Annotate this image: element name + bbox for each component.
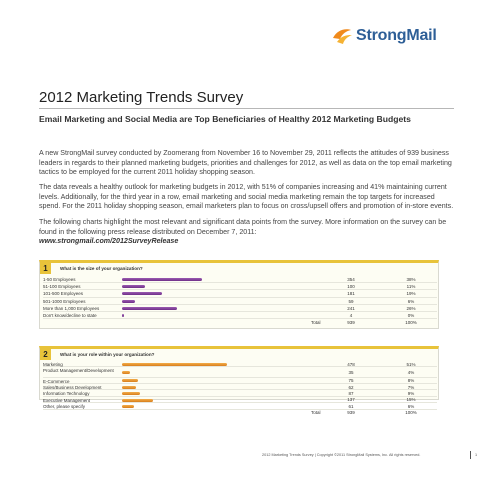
response-count: 354 bbox=[347, 277, 355, 282]
question-text: What is the size of your organization? bbox=[60, 266, 143, 271]
total-label: Total bbox=[311, 320, 321, 326]
response-count: 137 bbox=[347, 397, 355, 403]
row-label: More than 1,000 Employees bbox=[43, 305, 100, 311]
response-count: 4 bbox=[349, 313, 353, 318]
row-label: Information Technology bbox=[43, 391, 90, 397]
charts-paragraph: The following charts highlight the most … bbox=[39, 218, 447, 236]
survey-row: 51-100 Employees 100 11% bbox=[43, 283, 437, 291]
row-label: 1-50 Employees bbox=[43, 277, 76, 282]
response-percent: 7% bbox=[407, 384, 415, 390]
response-count: 181 bbox=[347, 291, 355, 297]
response-count: 62 bbox=[348, 384, 354, 390]
row-label: Marketing bbox=[43, 362, 63, 367]
response-bar bbox=[122, 285, 146, 289]
response-percent: 9% bbox=[407, 391, 415, 397]
row-label: Don't know/decline to state bbox=[43, 313, 97, 318]
response-bar bbox=[122, 299, 135, 303]
response-bar bbox=[122, 392, 141, 396]
survey-row: Marketing 478 51% bbox=[43, 361, 437, 368]
response-bar bbox=[122, 314, 124, 318]
question-number: 1 bbox=[40, 263, 51, 274]
survey-question-1: 1 What is the size of your organization?… bbox=[39, 260, 439, 329]
response-percent: 4% bbox=[407, 369, 415, 375]
strongmail-logo-icon bbox=[333, 29, 352, 44]
response-bar bbox=[122, 306, 177, 310]
total-label: Total bbox=[311, 410, 321, 416]
response-count: 35 bbox=[348, 369, 354, 375]
response-percent: 19% bbox=[406, 291, 416, 297]
page-subtitle: Email Marketing and Social Media are Top… bbox=[39, 114, 411, 124]
response-count: 75 bbox=[348, 378, 354, 384]
row-label: 51-100 Employees bbox=[43, 284, 81, 290]
response-count: 478 bbox=[347, 361, 355, 367]
survey-total-row: Total 939 100% bbox=[43, 319, 437, 326]
response-percent: 38% bbox=[406, 277, 416, 282]
footer-text: 2012 Marketing Trends Survey | Copyright… bbox=[262, 453, 421, 457]
survey-row: Sales/Business Development 62 7% bbox=[43, 384, 437, 391]
survey-row: 501-1000 Employees 59 6% bbox=[43, 298, 437, 305]
row-label: Sales/Business Development bbox=[43, 385, 102, 391]
intro-paragraph: A new StrongMail survey conducted by Zoo… bbox=[39, 149, 452, 177]
response-percent: 6% bbox=[407, 403, 415, 409]
survey-row: E-Commerce 75 8% bbox=[43, 378, 437, 385]
question-header: 2 What is your role within your organiza… bbox=[40, 349, 154, 360]
question-text: What is your role within your organizati… bbox=[60, 352, 155, 357]
row-label: 101-500 Employees bbox=[43, 291, 84, 297]
title-divider bbox=[39, 108, 454, 109]
response-percent: 26% bbox=[406, 305, 416, 311]
survey-row: Other, please specify 61 6% bbox=[43, 403, 437, 410]
logo-text: StrongMail bbox=[356, 27, 437, 44]
row-label: Product Management/Development bbox=[43, 368, 114, 374]
survey-row: 101-500 Employees 181 19% bbox=[43, 290, 437, 298]
response-bar bbox=[122, 404, 135, 408]
row-label: Executive Management bbox=[43, 397, 91, 403]
response-bar bbox=[122, 278, 202, 282]
total-percent: 100% bbox=[405, 320, 417, 326]
response-count: 61 bbox=[348, 403, 354, 409]
response-bar bbox=[122, 371, 131, 374]
total-percent: 100% bbox=[405, 410, 417, 416]
survey-row: Executive Management 137 15% bbox=[43, 397, 437, 404]
response-percent: 15% bbox=[406, 397, 416, 403]
response-percent: 8% bbox=[407, 378, 415, 384]
question-number: 2 bbox=[40, 349, 51, 360]
response-bar bbox=[122, 292, 162, 296]
response-percent: 51% bbox=[406, 361, 416, 367]
outlook-paragraph: The data reveals a healthy outlook for m… bbox=[39, 183, 454, 211]
response-count: 87 bbox=[348, 391, 354, 397]
response-percent: 0% bbox=[407, 313, 415, 318]
page-number: 1 bbox=[475, 453, 478, 457]
total-count: 939 bbox=[347, 410, 355, 416]
total-count: 939 bbox=[347, 320, 355, 326]
strongmail-logo: StrongMail bbox=[331, 27, 437, 45]
response-bar bbox=[122, 362, 227, 366]
response-percent: 6% bbox=[407, 298, 415, 304]
survey-row: Information Technology 87 9% bbox=[43, 390, 437, 397]
response-count: 59 bbox=[348, 298, 354, 304]
row-label: E-Commerce bbox=[43, 378, 70, 384]
survey-row: More than 1,000 Employees 241 26% bbox=[43, 305, 437, 312]
response-count: 241 bbox=[347, 305, 355, 311]
response-percent: 11% bbox=[406, 284, 416, 290]
survey-release-link[interactable]: www.strongmail.com/2012SurveyRelease bbox=[39, 237, 179, 245]
survey-question-2: 2 What is your role within your organiza… bbox=[39, 346, 439, 415]
response-bar bbox=[122, 385, 137, 389]
survey-row: 1-50 Employees 354 38% bbox=[43, 276, 437, 284]
survey-total-row: Total 939 100% bbox=[43, 410, 437, 416]
question-header: 1 What is the size of your organization? bbox=[40, 263, 143, 274]
survey-row: Product Management/Development 35 4% bbox=[43, 367, 437, 378]
page-title: 2012 Marketing Trends Survey bbox=[39, 89, 244, 106]
row-label: 501-1000 Employees bbox=[43, 298, 86, 304]
response-count: 100 bbox=[347, 284, 355, 290]
row-label: Other, please specify bbox=[43, 404, 86, 410]
footer-divider bbox=[470, 451, 471, 459]
survey-row: Don't know/decline to state 4 0% bbox=[43, 312, 437, 320]
response-bar bbox=[122, 379, 139, 383]
response-bar bbox=[122, 398, 153, 402]
